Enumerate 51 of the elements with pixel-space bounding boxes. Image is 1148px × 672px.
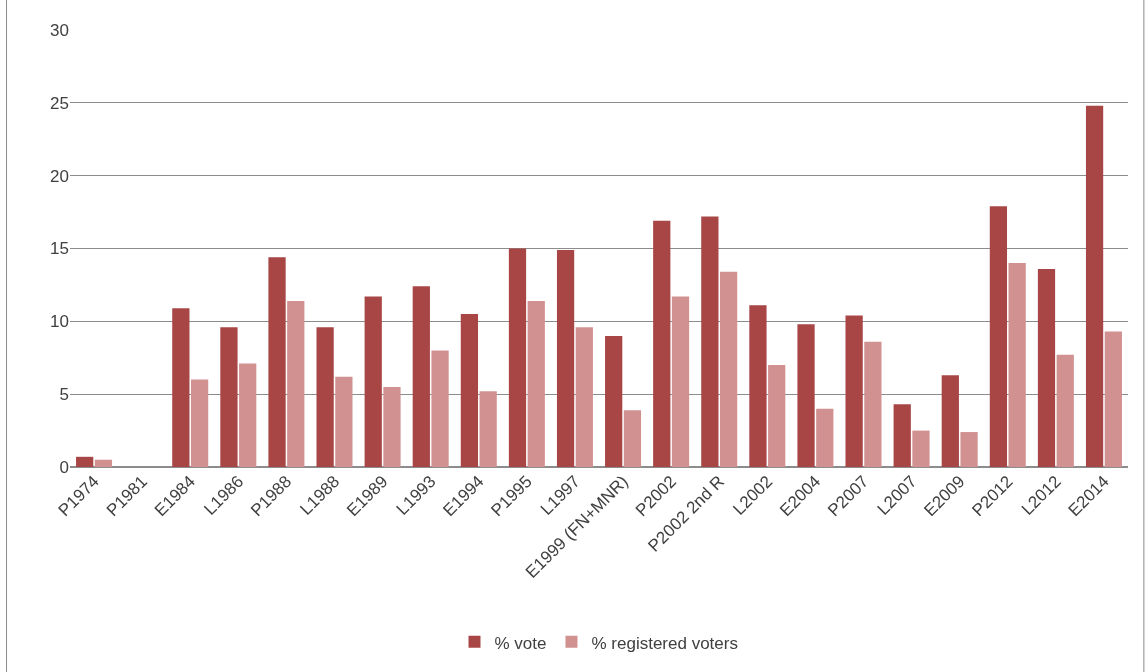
bar: [1008, 263, 1026, 467]
bar: [94, 459, 113, 467]
bar: [508, 248, 527, 467]
bar: [76, 456, 94, 467]
bar: [335, 376, 353, 467]
bar: [605, 335, 623, 467]
bar: [239, 363, 257, 467]
bar: [1104, 331, 1122, 467]
bar: [623, 410, 642, 467]
bar: [845, 315, 863, 467]
bar: [268, 257, 286, 467]
y-tick-label: 20: [50, 166, 69, 186]
bar: [316, 327, 334, 467]
bar: [912, 430, 930, 467]
bar: [556, 249, 575, 467]
bar: [220, 327, 238, 467]
bar: [431, 350, 449, 467]
bar: [1037, 268, 1056, 467]
bar: [1056, 354, 1074, 467]
y-tick-label: 5: [59, 385, 69, 405]
bar: [364, 296, 382, 467]
bar: [701, 216, 719, 467]
bar: [864, 341, 882, 467]
bar: [960, 432, 978, 467]
bar: [768, 365, 786, 467]
y-tick-label: 15: [50, 239, 69, 259]
legend-label: % vote: [494, 633, 547, 653]
bar: [287, 300, 305, 467]
bar: [671, 296, 690, 467]
bar: [1085, 105, 1104, 467]
bar: [989, 206, 1008, 467]
bar: [412, 286, 430, 467]
bar: [893, 404, 911, 467]
y-tick-label: 25: [50, 93, 69, 113]
bar: [749, 305, 767, 467]
bar: [479, 391, 497, 467]
legend-label: % registered voters: [591, 633, 738, 653]
bar: [575, 327, 593, 467]
bar: [941, 375, 959, 467]
bar: [527, 300, 545, 467]
bar: [653, 220, 671, 467]
y-tick-label: 30: [50, 20, 69, 40]
bar: [383, 386, 401, 467]
bar: [190, 379, 209, 467]
y-tick-label: 0: [59, 457, 69, 477]
bar: [797, 324, 815, 467]
bar: [172, 308, 190, 467]
bar: [460, 314, 479, 467]
y-tick-label: 10: [50, 312, 69, 332]
bar: [816, 408, 834, 467]
bar: [719, 271, 738, 467]
